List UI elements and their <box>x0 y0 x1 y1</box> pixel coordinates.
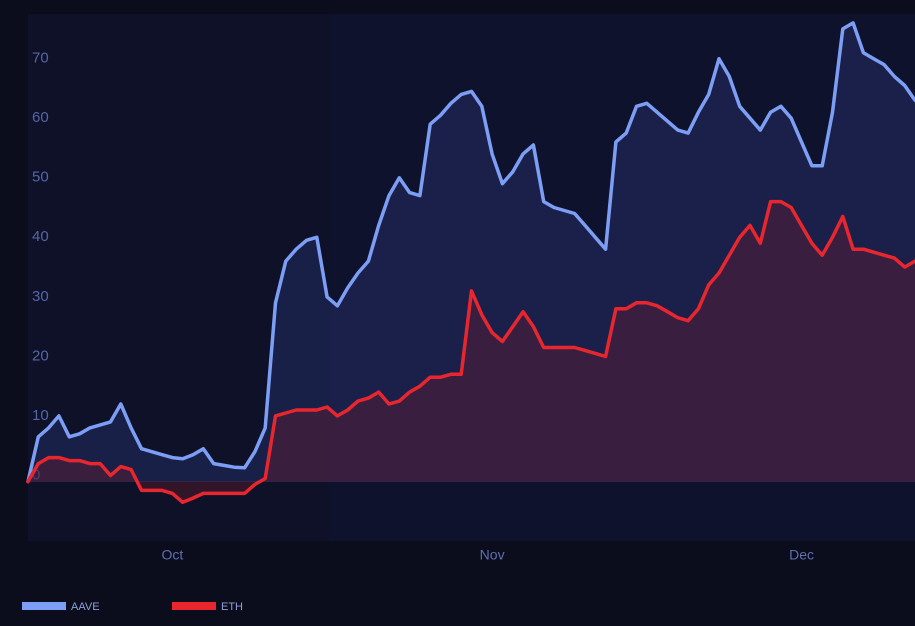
y-tick-label: 40 <box>32 228 49 245</box>
y-tick-label: 30 <box>32 288 49 305</box>
legend-swatch <box>172 602 216 610</box>
y-tick-label: 60 <box>32 109 49 126</box>
y-tick-label: 10 <box>32 407 49 424</box>
x-tick-label: Oct <box>162 547 184 563</box>
y-tick-label: 0 <box>32 466 40 483</box>
legend-label: ETH <box>221 601 243 613</box>
legend-label: AAVE <box>71 601 100 613</box>
y-tick-label: 70 <box>32 50 49 67</box>
x-tick-label: Nov <box>480 547 505 563</box>
y-tick-label: 20 <box>32 347 49 364</box>
plot-band <box>330 14 915 541</box>
legend-swatch <box>22 602 66 610</box>
series-line <box>26 21 915 484</box>
x-tick-label: Dec <box>789 547 814 563</box>
series-area <box>28 201 915 503</box>
series-area <box>28 22 915 482</box>
series-line <box>26 199 915 505</box>
y-tick-label: 50 <box>32 169 49 186</box>
